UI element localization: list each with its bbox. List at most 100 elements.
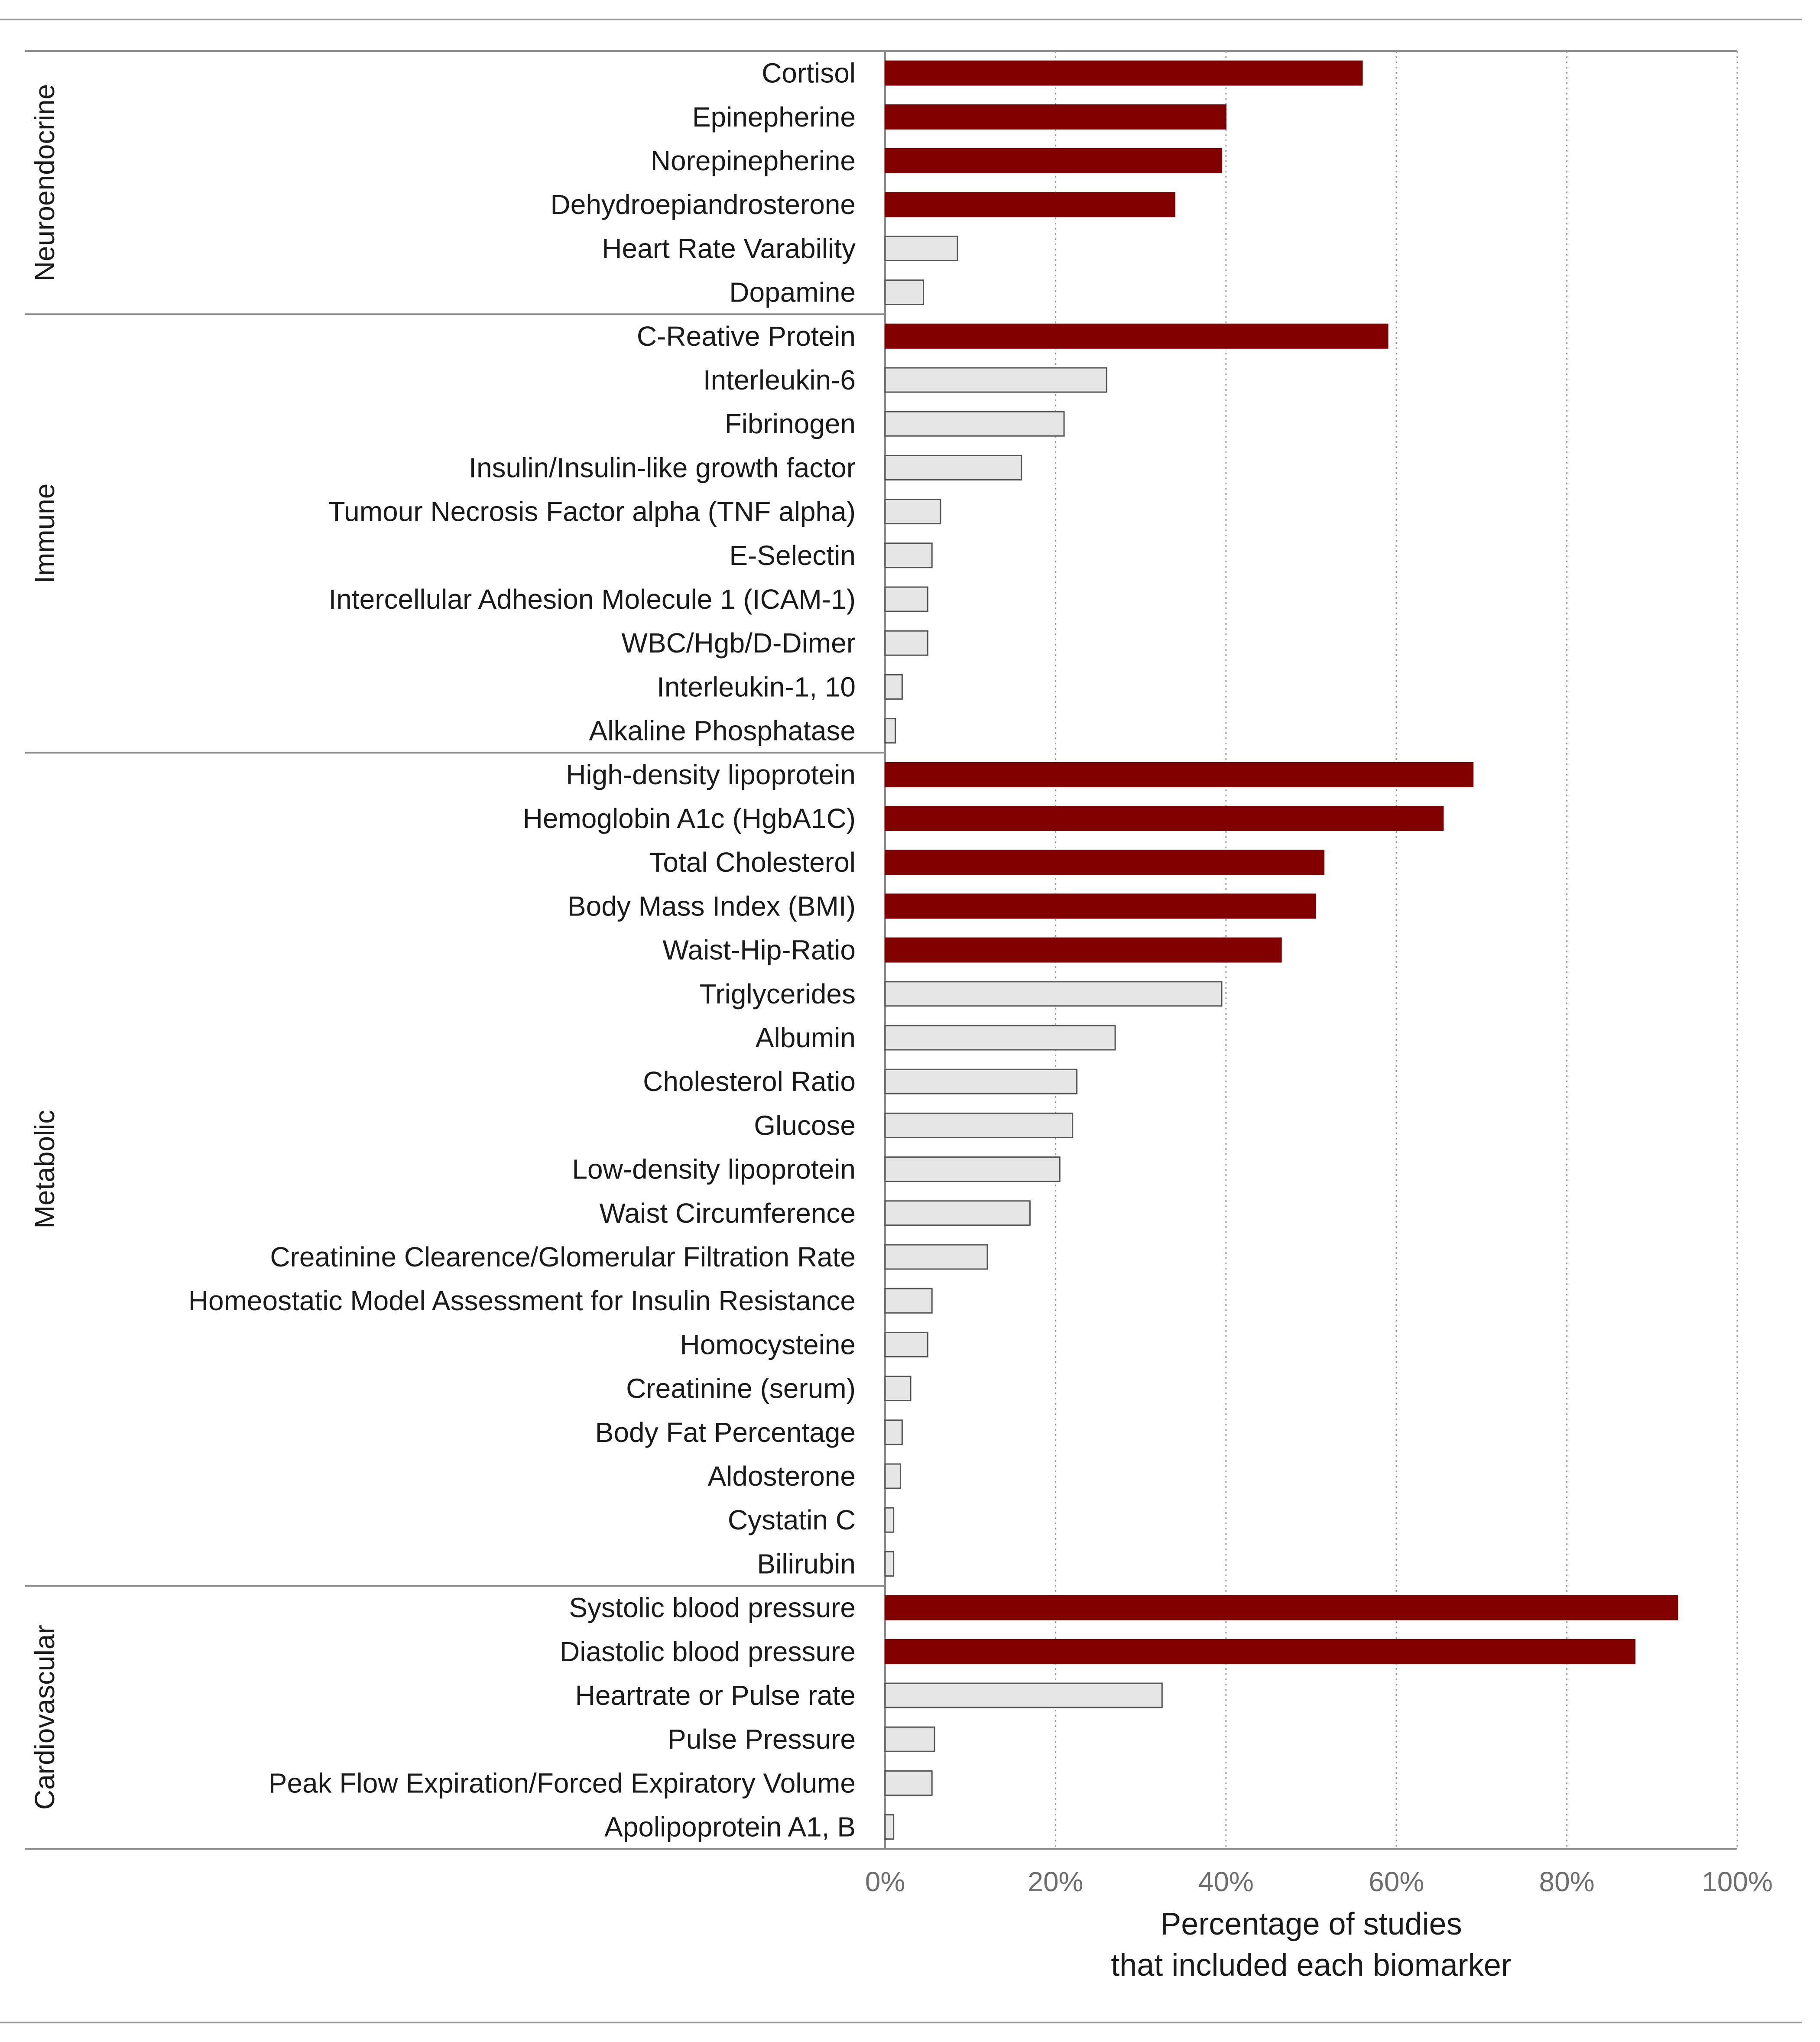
bar-homeostatic-model-assessment-for-insulin-resistance xyxy=(884,1288,933,1314)
bar-layer xyxy=(884,60,1678,1840)
category-label-layer: Cortisol Epinepherine Norepinepherine Dehyd… xyxy=(188,58,856,1843)
bar-low-density-lipoprotein xyxy=(884,1156,1061,1182)
category-label-cholesterol-ratio: Cholesterol Ratio xyxy=(643,1066,856,1097)
category-label-alkaline-phosphatase: Alkaline Phosphatase xyxy=(589,715,856,747)
category-label-wbc-hgb-d-dimer: WBC/Hgb/D-Dimer xyxy=(622,627,856,659)
category-label-aldosterone: Aldosterone xyxy=(707,1461,856,1492)
category-label-cystatin-c: Cystatin C xyxy=(728,1504,856,1536)
category-label-dehydroepiandrosterone: Dehydroepiandrosterone xyxy=(551,189,856,220)
bar-creatinine-serum xyxy=(884,1376,912,1402)
category-label-body-mass-index-bmi: Body Mass Index (BMI) xyxy=(568,890,856,922)
category-label-homocysteine: Homocysteine xyxy=(680,1329,856,1360)
category-label-total-cholesterol: Total Cholesterol xyxy=(649,847,856,878)
category-label-dopamine: Dopamine xyxy=(729,277,856,308)
bar-c-reative-protein xyxy=(885,323,1389,349)
bar-cystatin-c xyxy=(884,1507,895,1533)
group-label-layer: Neuroendocrine Immune Metabolic Cardiovascu… xyxy=(29,84,60,1810)
bar-creatinine-clearence-glomerular-filtration-rate xyxy=(884,1244,988,1270)
bar-interleukin-1-10 xyxy=(884,674,903,700)
bar-epinepherine xyxy=(885,104,1226,130)
bar-hemoglobin-a1c-hgba1c xyxy=(885,806,1444,831)
bar-cortisol xyxy=(885,60,1363,86)
category-label-cortisol: Cortisol xyxy=(762,58,856,89)
category-label-low-density-lipoprotein: Low-density lipoprotein xyxy=(572,1154,856,1185)
category-label-creatinine-clearence-glomerular-filtration-rate: Creatinine Clearence/Glomerular Filtrati… xyxy=(270,1241,856,1273)
bar-triglycerides xyxy=(884,981,1223,1007)
category-label-waist-circumference: Waist Circumference xyxy=(599,1198,856,1229)
bar-interleukin-6 xyxy=(884,367,1107,393)
bar-e-selectin xyxy=(884,542,933,568)
category-label-tumour-necrosis-factor-alpha-tnf-alpha: Tumour Necrosis Factor alpha (TNF alpha) xyxy=(328,496,856,527)
category-label-peak-flow-expiration-forced-expiratory-volume: Peak Flow Expiration/Forced Expiratory V… xyxy=(269,1767,856,1799)
bar-intercellular-adhesion-molecule-1-icam-1 xyxy=(884,586,928,612)
bar-peak-flow-expiration-forced-expiratory-volume xyxy=(884,1770,933,1796)
group-label-neuroendocrine: Neuroendocrine xyxy=(29,84,60,281)
category-label-high-density-lipoprotein: High-density lipoprotein xyxy=(566,759,856,790)
bar-albumin xyxy=(884,1025,1116,1051)
bar-cholesterol-ratio xyxy=(884,1068,1078,1094)
category-label-glucose: Glucose xyxy=(754,1110,856,1141)
x-tick-label-80: 80% xyxy=(1539,1866,1595,1897)
bar-insulin-insulin-like-growth-factor xyxy=(884,454,1022,480)
bar-total-cholesterol xyxy=(885,850,1325,875)
category-label-albumin: Albumin xyxy=(756,1022,856,1053)
bar-homocysteine xyxy=(884,1331,928,1357)
bar-waist-hip-ratio xyxy=(885,937,1282,963)
category-label-pulse-pressure: Pulse Pressure xyxy=(668,1724,856,1755)
category-label-interleukin-6: Interleukin-6 xyxy=(703,364,856,396)
bar-aldosterone xyxy=(884,1463,901,1489)
category-label-c-reative-protein: C-Reative Protein xyxy=(637,321,856,352)
category-label-interleukin-1-10: Interleukin-1, 10 xyxy=(657,671,856,702)
x-tick-label-0: 0% xyxy=(865,1866,905,1897)
bar-systolic-blood-pressure xyxy=(885,1595,1678,1620)
bar-tumour-necrosis-factor-alpha-tnf-alpha xyxy=(884,499,941,525)
x-axis-layer: 0% 20% 40% 60% 80% 100% Percentage of studies t… xyxy=(865,1866,1773,1983)
x-tick-label-100: 100% xyxy=(1702,1866,1773,1897)
bar-body-mass-index-bmi xyxy=(885,893,1316,919)
group-label-cardiovascular: Cardiovascular xyxy=(29,1625,60,1810)
category-label-body-fat-percentage: Body Fat Percentage xyxy=(595,1417,856,1448)
bar-alkaline-phosphatase xyxy=(884,718,896,744)
category-label-epinepherine: Epinepherine xyxy=(692,101,856,133)
bar-apolipoprotein-a1-b xyxy=(884,1814,895,1840)
bar-wbc-hgb-d-dimer xyxy=(884,630,928,656)
category-label-hemoglobin-a1c-hgba1c: Hemoglobin A1c (HgbA1C) xyxy=(523,803,856,834)
x-tick-label-40: 40% xyxy=(1198,1866,1254,1897)
category-label-homeostatic-model-assessment-for-insulin-resistance: Homeostatic Model Assessment for Insulin… xyxy=(188,1285,856,1316)
category-label-triglycerides: Triglycerides xyxy=(700,978,856,1010)
bar-heart-rate-varability xyxy=(884,235,958,261)
x-axis-title-line-1: Percentage of studies xyxy=(1160,1907,1462,1941)
x-axis-title-line-2: that included each biomarker xyxy=(1111,1948,1512,1983)
bar-glucose xyxy=(884,1112,1074,1138)
category-label-diastolic-blood-pressure: Diastolic blood pressure xyxy=(560,1636,856,1667)
category-label-heart-rate-varability: Heart Rate Varability xyxy=(602,233,856,264)
category-label-apolipoprotein-a1-b: Apolipoprotein A1, B xyxy=(604,1812,856,1843)
category-label-creatinine-serum: Creatinine (serum) xyxy=(626,1373,856,1404)
bar-norepinepherine xyxy=(885,148,1222,173)
x-tick-label-20: 20% xyxy=(1028,1866,1083,1897)
bar-diastolic-blood-pressure xyxy=(885,1639,1635,1664)
bar-heartrate-or-pulse-rate xyxy=(884,1682,1163,1708)
bar-dehydroepiandrosterone xyxy=(885,192,1175,218)
bar-fibrinogen xyxy=(884,411,1065,437)
category-label-waist-hip-ratio: Waist-Hip-Ratio xyxy=(662,935,856,966)
bar-dopamine xyxy=(884,279,925,305)
category-label-systolic-blood-pressure: Systolic blood pressure xyxy=(569,1592,856,1623)
bar-high-density-lipoprotein xyxy=(885,762,1474,787)
bar-waist-circumference xyxy=(884,1200,1031,1226)
bar-pulse-pressure xyxy=(884,1726,935,1752)
category-label-intercellular-adhesion-molecule-1-icam-1: Intercellular Adhesion Molecule 1 (ICAM-… xyxy=(328,584,856,615)
bar-body-fat-percentage xyxy=(884,1419,903,1445)
category-label-bilirubin: Bilirubin xyxy=(757,1548,856,1579)
group-label-metabolic: Metabolic xyxy=(29,1110,60,1229)
category-label-heartrate-or-pulse-rate: Heartrate or Pulse rate xyxy=(575,1680,856,1711)
bar-bilirubin xyxy=(884,1551,895,1577)
category-label-norepinepherine: Norepinepherine xyxy=(651,145,856,176)
category-label-e-selectin: E-Selectin xyxy=(729,540,856,571)
category-label-insulin-insulin-like-growth-factor: Insulin/Insulin-like growth factor xyxy=(469,452,856,483)
frame-layer xyxy=(0,19,1802,2023)
gridline-layer xyxy=(1054,51,1738,1849)
x-tick-label-60: 60% xyxy=(1369,1866,1424,1897)
